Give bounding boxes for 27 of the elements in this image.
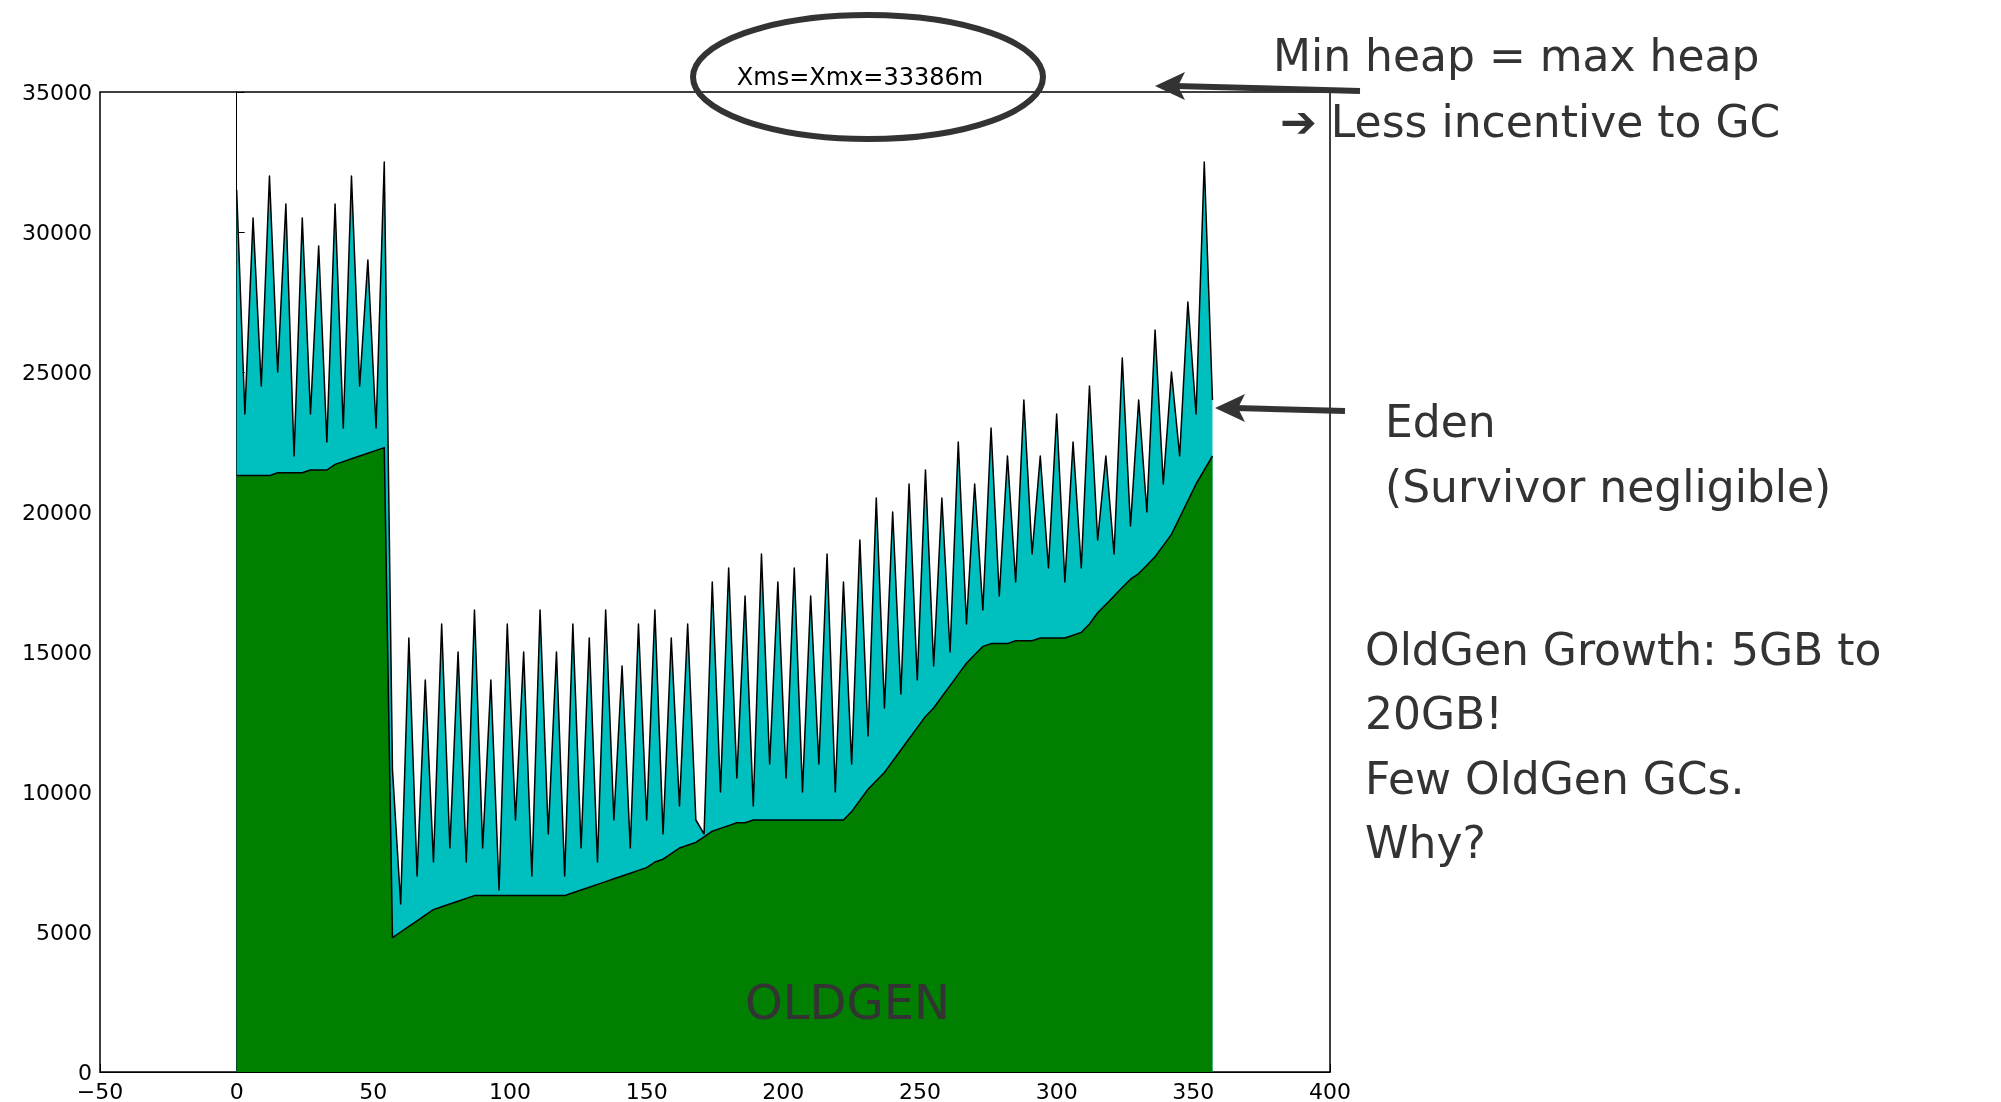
y-tick-label: 10000	[22, 779, 92, 805]
x-tick-label: 50	[359, 1078, 388, 1102]
x-tick-label: 0	[229, 1078, 244, 1102]
x-tick-label: 150	[625, 1078, 668, 1102]
y-tick-label: 5000	[36, 919, 92, 945]
x-tick-label: 400	[1309, 1078, 1351, 1102]
x-tick-label: 250	[899, 1078, 941, 1102]
x-tick-label: 200	[762, 1078, 805, 1102]
text: (Survivor negligible)	[1385, 461, 1832, 512]
y-tick-label: 15000	[22, 639, 92, 665]
y-tick-label: 20000	[22, 499, 92, 525]
text: Eden	[1385, 396, 1496, 447]
text: OldGen Growth: 5GB to	[1365, 624, 1882, 675]
text: 20GB!	[1365, 688, 1503, 739]
x-tick-label: 100	[489, 1078, 531, 1102]
annotation: ➔ Less incentive to GC	[1280, 96, 1781, 147]
x-tick-label: 350	[1172, 1078, 1215, 1102]
y-tick-label: 30000	[22, 219, 92, 245]
y-tick-label: 25000	[22, 359, 92, 385]
text: Min heap = max heap	[1273, 30, 1760, 81]
x-tick-label: 300	[1035, 1078, 1078, 1102]
annotation: OLDGEN	[745, 974, 950, 1030]
chart-title: Xms=Xmx=33386m	[736, 63, 984, 91]
y-tick-label: 35000	[22, 79, 92, 105]
text: Why?	[1365, 817, 1486, 868]
text: Few OldGen GCs.	[1365, 753, 1745, 804]
y-tick-label: 0	[78, 1059, 92, 1085]
